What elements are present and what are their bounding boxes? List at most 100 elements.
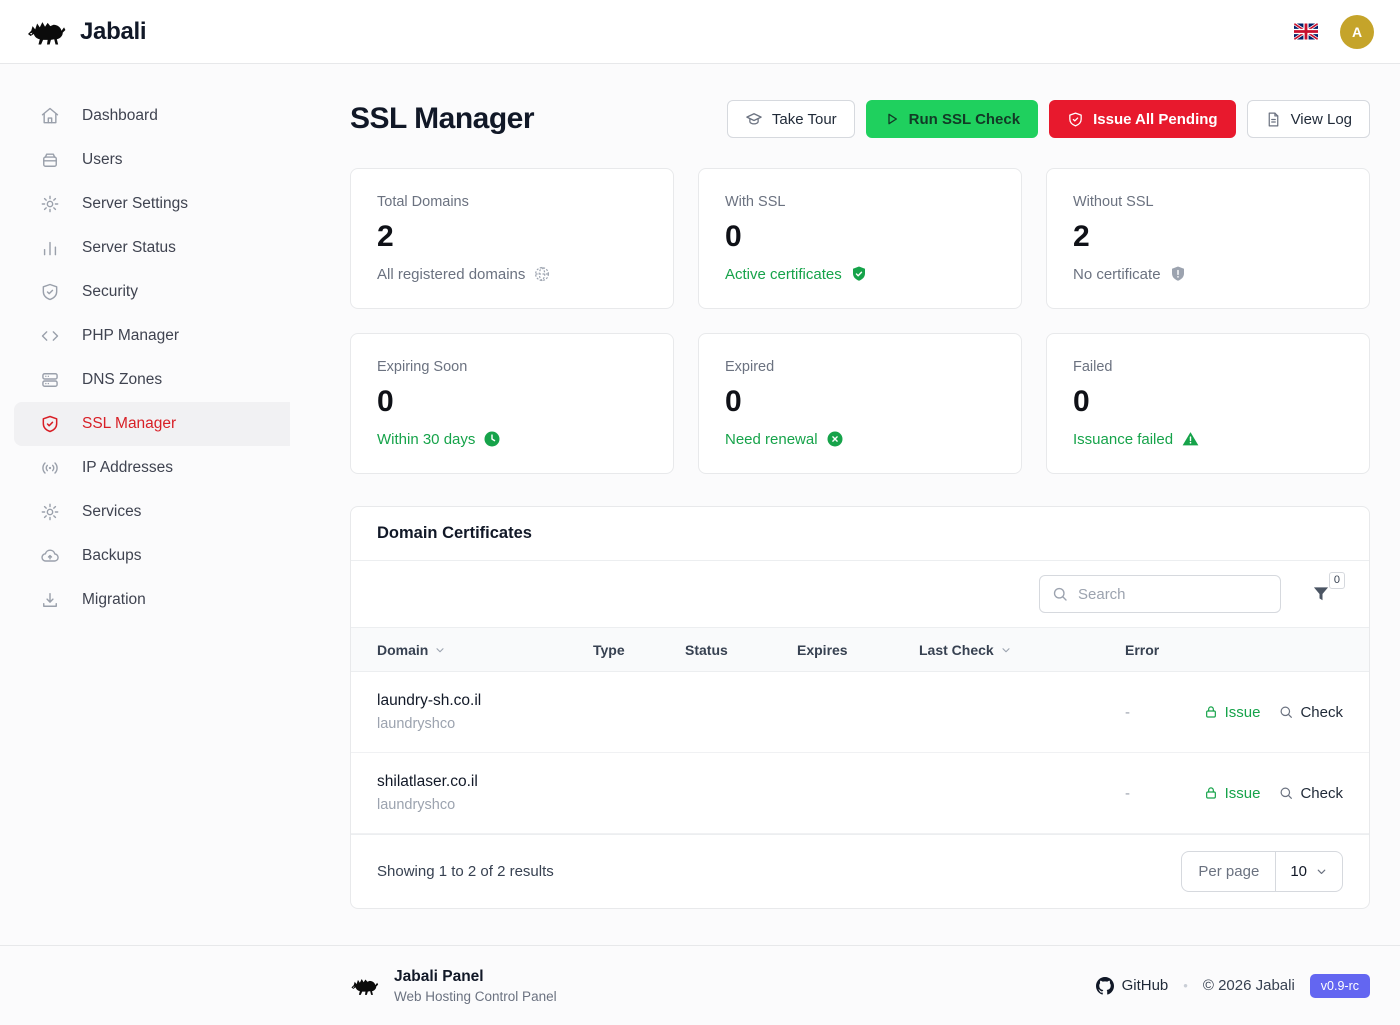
- sidebar-item-label: PHP Manager: [82, 327, 180, 344]
- shield-check-icon: [40, 414, 60, 434]
- check-link[interactable]: Check: [1278, 704, 1343, 721]
- sidebar-item-label: Backups: [82, 547, 142, 564]
- sidebar-item-label: Server Status: [82, 239, 176, 256]
- domain-certificates-panel: Domain Certificates 0 Domain: [350, 506, 1370, 909]
- gear-icon: [40, 502, 60, 522]
- sidebar-item-label: Services: [82, 503, 142, 520]
- sidebar: Dashboard Users Server Settings Server S…: [0, 64, 290, 622]
- sidebar-item-backups[interactable]: Backups: [14, 534, 290, 578]
- stat-card-total-domains: Total Domains 2 All registered domains: [350, 168, 674, 309]
- table-toolbar: 0: [351, 560, 1369, 627]
- page-actions: Take Tour Run SSL Check Issue All Pendin…: [726, 100, 1370, 138]
- home-icon: [40, 106, 60, 126]
- download-icon: [40, 590, 60, 610]
- footer-brand-name: Jabali Panel: [394, 967, 484, 985]
- server-icon: [40, 370, 60, 390]
- view-log-button[interactable]: View Log: [1246, 100, 1370, 138]
- version-badge: v0.9-rc: [1309, 973, 1370, 998]
- search-input[interactable]: [1039, 575, 1281, 613]
- sidebar-item-dashboard[interactable]: Dashboard: [14, 94, 290, 138]
- gear-icon: [40, 194, 60, 214]
- results-summary: Showing 1 to 2 of 2 results: [377, 863, 554, 880]
- main-content: SSL Manager Take Tour Run SSL Check: [290, 64, 1400, 945]
- stat-card-expired: Expired 0 Need renewal: [698, 333, 1022, 474]
- take-tour-button[interactable]: Take Tour: [726, 100, 855, 138]
- chevron-down-icon: [1000, 644, 1012, 656]
- search-icon: [1278, 785, 1294, 801]
- bar-chart-icon: [40, 238, 60, 258]
- brand-name: Jabali: [80, 17, 147, 45]
- sidebar-item-server-status[interactable]: Server Status: [14, 226, 290, 270]
- sidebar-item-server-settings[interactable]: Server Settings: [14, 182, 290, 226]
- run-ssl-check-button[interactable]: Run SSL Check: [865, 100, 1039, 138]
- chevron-down-icon: [1315, 865, 1328, 878]
- error-value: -: [1125, 703, 1130, 721]
- stats-grid: Total Domains 2 All registered domains W…: [350, 168, 1370, 474]
- dot-separator: •: [1183, 978, 1188, 993]
- stat-card-failed: Failed 0 Issuance failed: [1046, 333, 1370, 474]
- domain-name: shilatlaser.co.il: [377, 773, 478, 790]
- footer-tagline: Web Hosting Control Panel: [394, 988, 557, 1004]
- issue-link[interactable]: Issue: [1203, 785, 1260, 802]
- stat-card-without-ssl: Without SSL 2 No certificate: [1046, 168, 1370, 309]
- cloud-upload-icon: [40, 546, 60, 566]
- table-row: shilatlaser.co.il laundryshco - Issue: [351, 753, 1369, 834]
- footer: Jabali Panel Web Hosting Control Panel G…: [0, 945, 1400, 1025]
- domain-account: laundryshco: [377, 797, 456, 813]
- page-title: SSL Manager: [350, 102, 535, 135]
- sidebar-item-label: Migration: [82, 591, 146, 608]
- sidebar-item-php-manager[interactable]: PHP Manager: [14, 314, 290, 358]
- language-flag-icon[interactable]: [1294, 23, 1318, 40]
- domain-name: laundry-sh.co.il: [377, 692, 482, 709]
- sidebar-item-dns-zones[interactable]: DNS Zones: [14, 358, 290, 402]
- shield-check-icon: [1067, 111, 1084, 128]
- filter-count-badge: 0: [1328, 572, 1345, 589]
- shield-alert-icon: [1169, 265, 1187, 283]
- globe-icon: [533, 265, 551, 283]
- sidebar-item-label: DNS Zones: [82, 371, 163, 388]
- user-avatar[interactable]: A: [1340, 14, 1374, 49]
- sidebar-item-label: SSL Manager: [82, 415, 177, 432]
- table-row: laundry-sh.co.il laundryshco - Issue: [351, 672, 1369, 753]
- shield-icon: [40, 282, 60, 302]
- sidebar-item-migration[interactable]: Migration: [14, 578, 290, 622]
- top-bar: Jabali A: [0, 0, 1400, 64]
- column-header-last-check[interactable]: Last Check: [919, 642, 1125, 658]
- code-icon: [40, 326, 60, 346]
- warning-triangle-icon: [1181, 430, 1200, 448]
- x-circle-icon: [826, 430, 844, 448]
- check-link[interactable]: Check: [1278, 785, 1343, 802]
- search-icon: [1278, 704, 1294, 720]
- column-header-error: Error: [1125, 641, 1160, 658]
- column-header-domain[interactable]: Domain: [377, 642, 593, 658]
- issue-link[interactable]: Issue: [1203, 704, 1260, 721]
- sidebar-item-security[interactable]: Security: [14, 270, 290, 314]
- search-icon: [1051, 585, 1069, 603]
- domain-account: laundryshco: [377, 716, 456, 732]
- per-page-select[interactable]: 10: [1275, 852, 1342, 891]
- stat-card-with-ssl: With SSL 0 Active certificates: [698, 168, 1022, 309]
- table-pagination: Showing 1 to 2 of 2 results Per page 10: [351, 834, 1369, 908]
- graduation-cap-icon: [745, 110, 763, 128]
- lock-icon: [1203, 704, 1219, 720]
- github-link[interactable]: GitHub: [1095, 976, 1168, 995]
- filter-button[interactable]: 0: [1311, 572, 1345, 604]
- sidebar-item-users[interactable]: Users: [14, 138, 290, 182]
- sidebar-item-ip-addresses[interactable]: IP Addresses: [14, 446, 290, 490]
- boar-logo-icon: [350, 975, 380, 997]
- clock-icon: [483, 430, 501, 448]
- play-icon: [884, 111, 900, 127]
- funnel-icon: [1311, 584, 1331, 604]
- copyright: © 2026 Jabali: [1202, 977, 1295, 994]
- sidebar-item-ssl-manager[interactable]: SSL Manager: [14, 402, 290, 446]
- users-icon: [40, 150, 60, 170]
- sidebar-item-label: Users: [82, 151, 123, 168]
- per-page-label: Per page: [1198, 863, 1260, 880]
- column-header-expires: Expires: [797, 641, 848, 658]
- sidebar-item-label: Security: [82, 283, 138, 300]
- shield-check-icon: [850, 265, 868, 283]
- sidebar-item-services[interactable]: Services: [14, 490, 290, 534]
- panel-title: Domain Certificates: [377, 524, 532, 542]
- brand-logo[interactable]: Jabali: [26, 17, 147, 47]
- issue-all-pending-button[interactable]: Issue All Pending: [1049, 100, 1236, 138]
